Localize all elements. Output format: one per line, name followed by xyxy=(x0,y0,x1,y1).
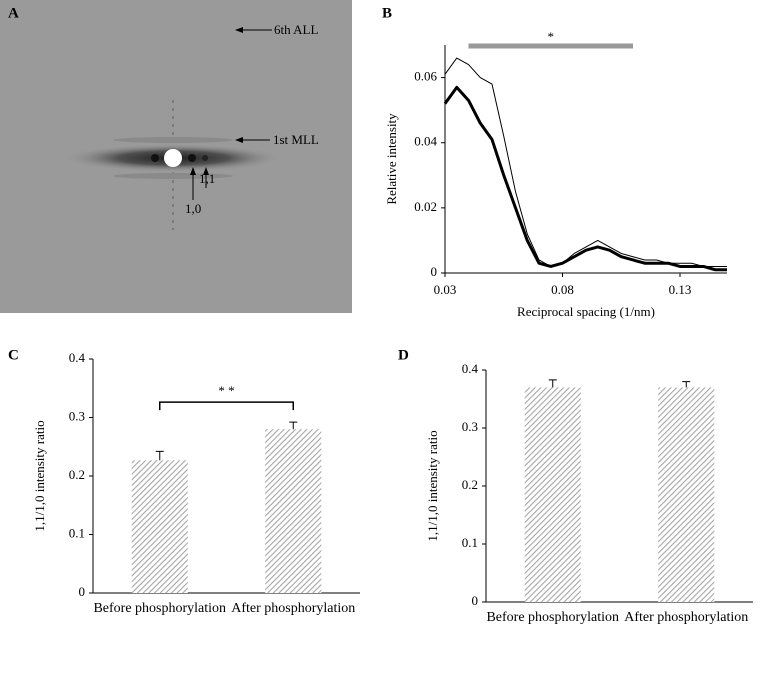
line xyxy=(444,57,727,267)
y-tick-label: 0.4 xyxy=(462,361,479,376)
significance-bracket xyxy=(159,401,294,411)
bar xyxy=(265,429,322,593)
x-tick-label: Before phosphorylation xyxy=(486,610,620,625)
bar xyxy=(524,387,581,602)
y-tick-label: 0.06 xyxy=(414,69,437,84)
annotation: 1,0 xyxy=(185,201,201,216)
line xyxy=(443,85,727,272)
y-tick-label: 0 xyxy=(431,264,438,279)
y-tick-label: 0.3 xyxy=(69,408,85,423)
error-bar xyxy=(289,421,298,430)
x-tick-label: After phosphorylation xyxy=(231,601,356,616)
panel-label: D xyxy=(398,347,409,363)
y-tick-label: 0.04 xyxy=(414,134,437,149)
y-axis-label: 1,1/1,0 intensity ratio xyxy=(425,430,440,541)
diffraction-image xyxy=(0,0,352,313)
panel-label: C xyxy=(8,347,19,363)
annotation: 6th ALL xyxy=(274,22,318,37)
y-tick-label: 0.02 xyxy=(414,199,437,214)
error-bar xyxy=(682,381,691,388)
panel-label: B xyxy=(382,5,392,21)
error-bar xyxy=(155,450,164,461)
y-tick-label: 0.2 xyxy=(462,477,478,492)
annotation: * * xyxy=(218,383,234,398)
panel-label: A xyxy=(8,5,19,21)
x-tick-label: 0.03 xyxy=(434,282,457,297)
bar xyxy=(131,460,188,593)
x-tick-label: 0.08 xyxy=(551,282,574,297)
error-bar xyxy=(548,379,557,388)
bar xyxy=(658,387,715,602)
y-tick-label: 0.1 xyxy=(69,525,85,540)
x-tick-label: 0.13 xyxy=(669,282,692,297)
x-tick-label: After phosphorylation xyxy=(624,610,749,625)
y-axis-label: 1,1/1,0 intensity ratio xyxy=(32,420,47,531)
annotation: 1st MLL xyxy=(273,132,319,147)
y-tick-label: 0 xyxy=(79,584,86,599)
y-axis-label: Relative intensity xyxy=(384,113,399,205)
x-axis-label: Reciprocal spacing (1/nm) xyxy=(517,304,655,319)
x-tick-label: Before phosphorylation xyxy=(93,601,227,616)
y-tick-label: 0 xyxy=(472,593,479,608)
annotation: 1,1 xyxy=(199,171,215,186)
y-tick-label: 0.1 xyxy=(462,535,478,550)
y-tick-label: 0.4 xyxy=(69,350,86,365)
annotation: * xyxy=(548,29,555,44)
y-tick-label: 0.3 xyxy=(462,419,478,434)
y-tick-label: 0.2 xyxy=(69,467,85,482)
